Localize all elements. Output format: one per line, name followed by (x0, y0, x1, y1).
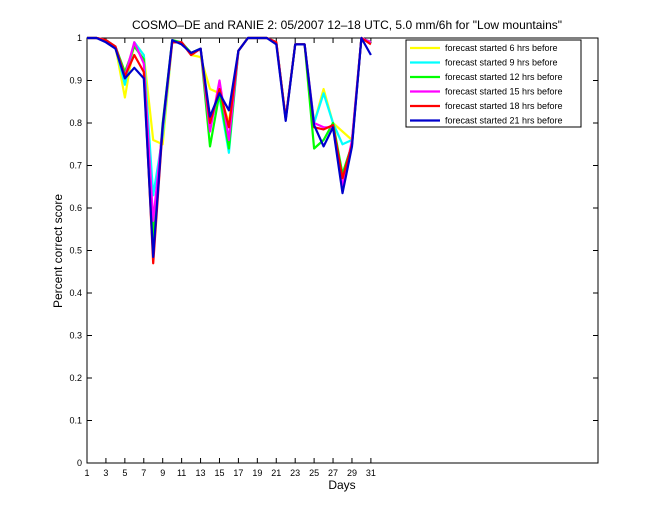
x-tick-label: 21 (271, 468, 281, 478)
x-tick-label: 25 (309, 468, 319, 478)
y-tick-label: 0.9 (69, 76, 82, 86)
y-tick-label: 0.5 (69, 246, 82, 256)
legend-label-4: forecast started 15 hrs before (445, 87, 563, 97)
legend-label-6: forecast started 21 hrs before (445, 116, 563, 126)
legend-box (405, 39, 582, 128)
x-tick-label: 15 (214, 468, 224, 478)
y-tick-label: 0.2 (69, 373, 82, 383)
x-tick-label: 27 (328, 468, 338, 478)
x-tick-label: 17 (233, 468, 243, 478)
y-tick-label: 1 (77, 33, 82, 43)
y-axis-title: Percent correct score (51, 194, 65, 308)
legend-label-2: forecast started 9 hrs before (445, 58, 558, 68)
series-line-6 (87, 36, 372, 258)
legend: forecast started 6 hrs before forecast st… (405, 39, 582, 128)
x-axis-title: Days (328, 478, 355, 492)
x-tick-label: 23 (290, 468, 300, 478)
y-axis: 0 0.1 0.2 0.3 0.4 0.5 0.6 0.7 0.8 0.9 1 (69, 33, 598, 468)
y-tick-label: 0.8 (69, 118, 82, 128)
series-lines (87, 36, 372, 265)
legend-label-5: forecast started 18 hrs before (445, 101, 563, 111)
x-tick-label: 5 (122, 468, 127, 478)
y-tick-label: 0.6 (69, 203, 82, 213)
y-tick-label: 0 (77, 458, 82, 468)
x-tick-label: 9 (160, 468, 165, 478)
x-tick-label: 19 (252, 468, 262, 478)
chart-title: COSMO–DE and RANIE 2: 05/2007 12–18 UTC,… (132, 18, 562, 32)
x-tick-label: 3 (103, 468, 108, 478)
x-tick-label: 11 (177, 468, 186, 478)
y-tick-label: 0.3 (69, 331, 82, 341)
legend-label-3: forecast started 12 hrs before (445, 72, 563, 82)
x-tick-label: 7 (141, 468, 146, 478)
series-line-5 (87, 36, 372, 265)
x-tick-label: 29 (347, 468, 357, 478)
x-tick-label: 1 (84, 468, 89, 478)
series-line-4 (87, 36, 372, 222)
x-tick-label: 31 (366, 468, 376, 478)
legend-label-1: forecast started 6 hrs before (445, 43, 558, 53)
y-tick-label: 0.1 (69, 416, 82, 426)
y-tick-label: 0.7 (69, 161, 82, 171)
legend-items: forecast started 6 hrs before forecast st… (410, 43, 563, 126)
y-tick-label: 0.4 (69, 288, 82, 298)
series-line-3 (87, 36, 372, 239)
x-tick-label: 13 (196, 468, 206, 478)
x-axis: 1 3 5 7 9 11 13 15 17 19 21 23 25 27 29 31 (84, 38, 376, 478)
